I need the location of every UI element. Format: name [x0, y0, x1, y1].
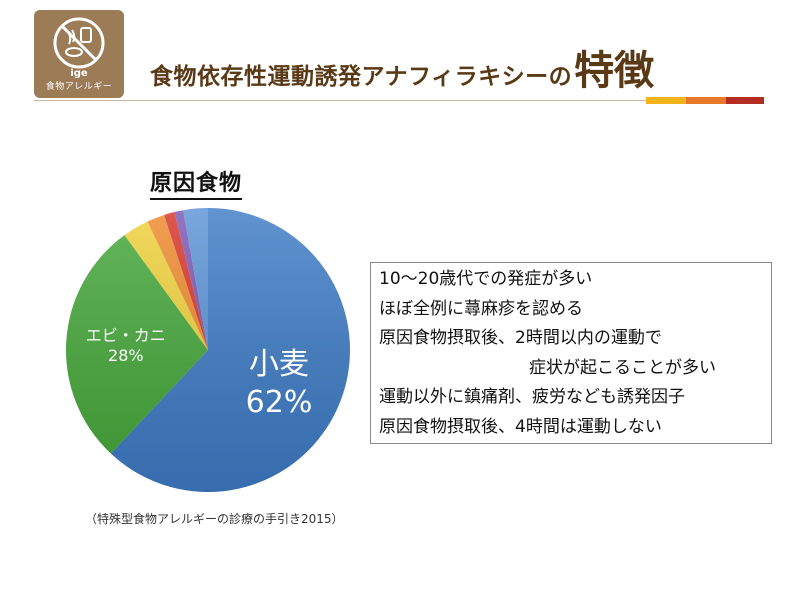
- slice-value-shellfish: 28%: [108, 346, 144, 365]
- feature-line: 原因食物摂取後、4時間は運動しない: [379, 416, 662, 437]
- accent-bar-red: [726, 97, 764, 104]
- title-emphasis: 特徴: [574, 48, 655, 94]
- header-rule: [34, 100, 764, 101]
- title-main: 食物依存性運動誘発アナフィラキシーの: [150, 64, 573, 90]
- logo-caption: 食物アレルギー: [45, 82, 113, 92]
- feature-line: 症状が起こることが多い: [529, 357, 716, 378]
- slice-value-wheat: 62%: [246, 385, 313, 420]
- feature-line: ほぼ全例に蕁麻疹を認める: [379, 298, 583, 319]
- page-title: 食物依存性運動誘発アナフィラキシーの 特徴: [150, 38, 654, 94]
- slice-label-shellfish: エビ・カニ: [86, 326, 166, 345]
- accent-bar-yellow: [646, 97, 686, 104]
- no-food-icon: ige: [53, 17, 105, 79]
- feature-line: 運動以外に鎮痛剤、疲労なども誘発因子: [379, 387, 685, 407]
- feature-line: 原因食物摂取後、2時間以内の運動で: [379, 328, 662, 348]
- allergy-logo: ige 食物アレルギー: [34, 10, 124, 98]
- slice-label-wheat: 小麦: [249, 347, 309, 382]
- feature-line: 10～20歳代での発症が多い: [379, 269, 593, 289]
- logo-letters: ige: [70, 68, 88, 79]
- chart-title: 原因食物: [150, 165, 243, 200]
- cause-food-pie-chart: 小麦 62% エビ・カニ 28%: [65, 208, 350, 493]
- accent-bar-orange: [686, 97, 726, 104]
- source-citation: （特殊型食物アレルギーの診療の手引き2015）: [85, 512, 344, 526]
- features-box: 10～20歳代での発症が多い ほぼ全例に蕁麻疹を認める 原因食物摂取後、2時間以…: [370, 262, 772, 444]
